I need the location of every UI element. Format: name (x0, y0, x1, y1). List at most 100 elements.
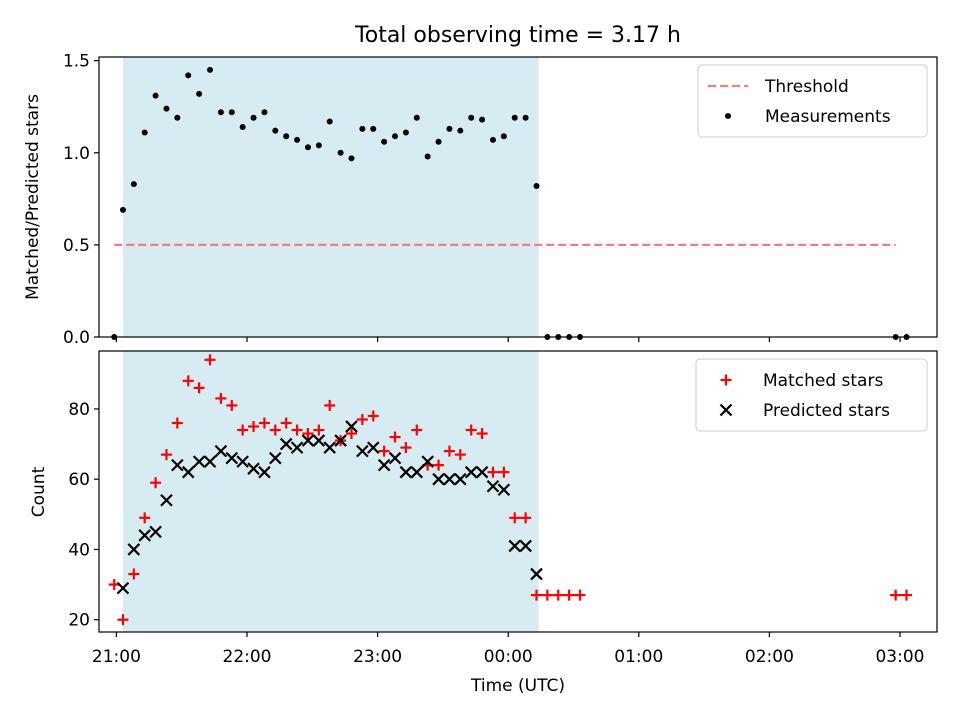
y-tick-label: 1.0 (63, 144, 90, 164)
measurements-point (315, 142, 322, 149)
measurements-point (326, 118, 333, 125)
measurements-point (337, 149, 344, 156)
matched-stars-point (531, 589, 543, 601)
count-panel-marks (108, 354, 913, 626)
x-tick-label: 02:00 (745, 647, 794, 667)
axes-frame (98, 56, 938, 338)
matched-stars-point (890, 589, 902, 601)
measurements-point (402, 129, 409, 136)
figure-title: Total observing time = 3.17 h (354, 23, 681, 48)
y-tick-label: 0.0 (63, 328, 90, 348)
matched-stars-point (509, 512, 521, 524)
predicted-stars-point (279, 437, 293, 451)
count-panel: 20 40 60 80 21:00 22:00 23:00 00:00 01:00 02:00 03… (29, 350, 938, 696)
predicted-stars-point (497, 483, 511, 497)
predicted-stars-point (138, 529, 151, 542)
matched-stars-point (291, 424, 303, 436)
matched-stars-point (901, 589, 913, 601)
matched-stars-point (563, 589, 575, 601)
measurements-point (163, 105, 170, 112)
matched-stars-point (150, 477, 162, 489)
matched-stars-point (552, 589, 564, 601)
count-panel-xlabel: Time (UTC) (470, 676, 565, 696)
measurements-point (348, 155, 355, 162)
measurements-point (294, 136, 301, 143)
y-tick-label: 0.5 (63, 236, 90, 256)
predicted-stars-point (236, 455, 249, 468)
matched-stars-point (498, 466, 510, 478)
ratio-panel-ylabel: Matched/Predicted stars (23, 94, 43, 300)
count-panel-legend: Matched stars Predicted stars (695, 358, 928, 432)
measurements-point (457, 127, 464, 134)
y-tick-label: 80 (68, 400, 90, 420)
x-tick-label: 22:00 (223, 647, 272, 667)
measurements-point (272, 127, 279, 134)
matched-stars-point (117, 614, 129, 626)
matched-stars-point (411, 424, 423, 436)
ratio-panel: 0.0 0.5 1.0 1.5 Matched/Predicted stars Thr… (23, 52, 938, 348)
measurements-point (119, 206, 126, 213)
predicted-stars-point (464, 465, 478, 479)
matched-stars-point (226, 399, 238, 411)
count-panel-axes: 20 40 60 80 21:00 22:00 23:00 00:00 01:00 02:00 03… (68, 350, 938, 667)
predicted-stars-point (203, 455, 217, 468)
predicted-stars-point (323, 441, 336, 454)
measurements-point (468, 114, 475, 121)
y-tick-label: 1.5 (63, 52, 90, 72)
matched-stars-point (378, 445, 390, 457)
measurements-point (370, 125, 377, 132)
measurements-point (141, 129, 148, 136)
measurements-point (228, 109, 235, 116)
measurements-point (511, 114, 518, 121)
measurements-point (424, 153, 431, 160)
ratio-panel-axes: 0.0 0.5 1.0 1.5 (63, 52, 938, 348)
measurements-point (413, 114, 420, 121)
predicted-stars-point (258, 465, 271, 479)
x-tick-label: 00:00 (484, 647, 533, 667)
measurements-point (479, 116, 486, 123)
predicted-stars-point (192, 455, 206, 468)
y-tick-label: 40 (68, 540, 90, 560)
predicted-stars-point (290, 441, 304, 454)
matched-stars-point (356, 413, 368, 425)
predicted-stars-point (519, 539, 532, 553)
measurements-point (489, 136, 496, 143)
y-tick-label: 60 (68, 470, 90, 490)
predicted-stars-point (116, 581, 130, 595)
predicted-stars-point (475, 465, 489, 479)
measurements-point (392, 133, 399, 140)
predicted-stars-point (171, 458, 184, 472)
predicted-stars-point (366, 441, 380, 454)
matched-stars-point (269, 424, 281, 436)
measurements-point (261, 109, 268, 116)
matched-stars-point (574, 589, 586, 601)
predicted-stars-point (377, 458, 391, 472)
matched-stars-point (487, 466, 499, 478)
legend-matched-stars-swatch (720, 374, 732, 386)
measurements-point (217, 109, 224, 116)
matched-stars-point (280, 417, 292, 429)
predicted-stars-point (345, 420, 358, 433)
predicted-stars-point (214, 444, 228, 458)
measurements-point (304, 144, 311, 151)
predicted-stars-point (334, 434, 347, 447)
matched-stars-point (128, 568, 140, 580)
predicted-stars-point (443, 472, 456, 486)
legend-label: Threshold (764, 77, 849, 97)
matched-stars-point (248, 421, 260, 433)
matched-stars-point (367, 410, 379, 422)
x-tick-label: 23:00 (353, 647, 402, 667)
predicted-stars-point (410, 465, 424, 479)
measurements-point (533, 182, 540, 189)
legend-measurements-swatch (725, 113, 731, 119)
predicted-stars-point (181, 465, 195, 479)
legend-box (695, 358, 928, 432)
measurements-point (152, 92, 159, 99)
count-panel-ylabel: Count (29, 466, 49, 517)
predicted-stars-point (149, 525, 162, 539)
matched-stars-point (313, 424, 325, 436)
x-tick-label: 21:00 (92, 647, 141, 667)
matched-stars-point (541, 589, 553, 601)
measurements-point (283, 133, 290, 140)
